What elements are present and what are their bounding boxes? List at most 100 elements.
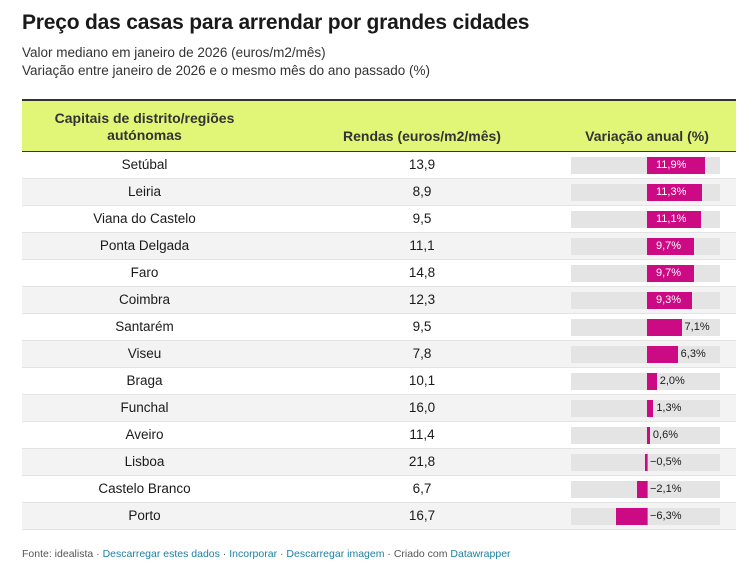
cell-city: Braga xyxy=(126,373,163,388)
variation-bar-track: 6,3% xyxy=(571,346,720,363)
variation-bar-track: 7,1% xyxy=(571,319,720,336)
column-header-rent[interactable]: Rendas (euros/m2/mês) xyxy=(343,128,501,144)
variation-label: 9,3% xyxy=(656,294,682,306)
cell-rent: 21,8 xyxy=(408,454,436,469)
variation-bar xyxy=(647,427,650,444)
chart-title: Preço das casas para arrendar por grande… xyxy=(22,11,530,34)
cell-city: Ponta Delgada xyxy=(99,238,190,253)
variation-bar-track: 11,3% xyxy=(571,184,720,201)
cell-rent: 14,8 xyxy=(408,265,436,280)
download-data-link[interactable]: Descarregar estes dados xyxy=(102,548,220,560)
table-row: Funchal 16,0 1,3% xyxy=(22,395,736,422)
table-header: Capitais de distrito/regiões autónomas R… xyxy=(22,99,736,152)
zero-line xyxy=(647,481,648,498)
cell-rent: 13,9 xyxy=(408,157,436,172)
variation-label: 1,3% xyxy=(656,402,682,414)
footer-source: Fonte: idealista xyxy=(22,548,94,560)
table-row: Lisboa 21,8 −0,5% xyxy=(22,449,736,476)
variation-label: 7,1% xyxy=(684,321,710,333)
variation-label: 11,9% xyxy=(656,159,687,171)
variation-bar xyxy=(647,265,695,282)
footer-separator: · xyxy=(384,548,394,560)
variation-bar xyxy=(647,184,702,201)
variation-bar xyxy=(647,319,682,336)
variation-bar-track: 11,9% xyxy=(571,157,720,174)
table-row: Santarém 9,5 7,1% xyxy=(22,314,736,341)
cell-rent: 10,1 xyxy=(408,373,436,388)
table-row: Aveiro 11,4 0,6% xyxy=(22,422,736,449)
cell-rent: 16,7 xyxy=(408,508,436,523)
column-header-variation[interactable]: Variação anual (%) xyxy=(585,128,709,144)
embed-link[interactable]: Incorporar xyxy=(229,548,278,560)
cell-city: Aveiro xyxy=(125,427,164,442)
variation-label: 11,3% xyxy=(656,186,687,198)
variation-bar-track: −6,3% xyxy=(571,508,720,525)
zero-line xyxy=(647,454,648,471)
table-row: Ponta Delgada 11,1 9,7% xyxy=(22,233,736,260)
cell-city: Coimbra xyxy=(118,292,170,307)
variation-label: −6,3% xyxy=(650,510,682,522)
cell-rent: 11,1 xyxy=(409,238,435,253)
cell-rent: 11,4 xyxy=(409,427,435,442)
cell-rent: 7,8 xyxy=(412,346,432,361)
cell-rent: 8,9 xyxy=(412,184,432,199)
table-row: Braga 10,1 2,0% xyxy=(22,368,736,395)
cell-city: Setúbal xyxy=(121,157,168,172)
cell-city: Faro xyxy=(130,265,159,280)
cell-city: Porto xyxy=(128,508,161,523)
variation-label: 9,7% xyxy=(656,240,682,252)
variation-bar xyxy=(647,292,693,309)
variation-bar-track: −0,5% xyxy=(571,454,720,471)
cell-rent: 9,5 xyxy=(412,319,432,334)
cell-city: Leiria xyxy=(127,184,162,199)
variation-bar xyxy=(636,481,647,498)
chart-subtitle-2: Variação entre janeiro de 2026 e o mesmo… xyxy=(22,63,430,78)
variation-bar xyxy=(616,508,647,525)
footer-created-with: Criado com xyxy=(393,548,448,560)
cell-city: Viseu xyxy=(127,346,162,361)
footer: Fonte: idealista · Descarregar estes dad… xyxy=(22,548,511,560)
table-row: Faro 14,8 9,7% xyxy=(22,260,736,287)
footer-separator: · xyxy=(277,548,287,560)
zero-line xyxy=(647,508,648,525)
table-row: Castelo Branco 6,7 −2,1% xyxy=(22,476,736,503)
variation-label: −0,5% xyxy=(650,456,682,468)
variation-label: 2,0% xyxy=(659,375,685,387)
variation-bar xyxy=(647,400,654,417)
table-body: Setúbal 13,9 11,9% Leiria 8,9 11,3% Viana do C… xyxy=(22,152,736,530)
cell-city: Funchal xyxy=(120,400,169,415)
datawrapper-link[interactable]: Datawrapper xyxy=(450,548,511,560)
footer-separator: · xyxy=(219,548,230,560)
variation-bar xyxy=(647,373,657,390)
cell-rent: 9,5 xyxy=(412,211,432,226)
variation-bar xyxy=(647,157,705,174)
table-row: Viseu 7,8 6,3% xyxy=(22,341,736,368)
variation-bar xyxy=(647,211,702,228)
chart-subtitle-1: Valor mediano em janeiro de 2026 (euros/… xyxy=(22,45,326,60)
variation-bar xyxy=(647,238,695,255)
variation-bar-track: −2,1% xyxy=(571,481,720,498)
cell-rent: 6,7 xyxy=(412,481,432,496)
variation-bar-track: 0,6% xyxy=(571,427,720,444)
table-row: Leiria 8,9 11,3% xyxy=(22,179,736,206)
variation-label: 9,7% xyxy=(656,267,682,279)
variation-bar-track: 9,3% xyxy=(571,292,720,309)
cell-city: Viana do Castelo xyxy=(93,211,196,226)
download-image-link[interactable]: Descarregar imagem xyxy=(286,548,385,560)
table-row: Setúbal 13,9 11,9% xyxy=(22,152,736,179)
footer-separator: · xyxy=(93,548,103,560)
column-header-city[interactable]: Capitais de distrito/regiões autónomas xyxy=(54,110,235,143)
cell-city: Santarém xyxy=(115,319,174,334)
variation-label: 11,1% xyxy=(656,213,687,225)
variation-label: 0,6% xyxy=(652,429,678,441)
table-row: Porto 16,7 −6,3% xyxy=(22,503,736,530)
variation-bar xyxy=(644,454,647,471)
cell-city: Castelo Branco xyxy=(98,481,191,496)
variation-bar-track: 1,3% xyxy=(571,400,720,417)
variation-label: 6,3% xyxy=(680,348,706,360)
data-table: Capitais de distrito/regiões autónomas R… xyxy=(22,99,736,530)
variation-bar-track: 11,1% xyxy=(571,211,720,228)
variation-bar-track: 9,7% xyxy=(571,238,720,255)
table-row: Coimbra 12,3 9,3% xyxy=(22,287,736,314)
cell-city: Lisboa xyxy=(124,454,165,469)
